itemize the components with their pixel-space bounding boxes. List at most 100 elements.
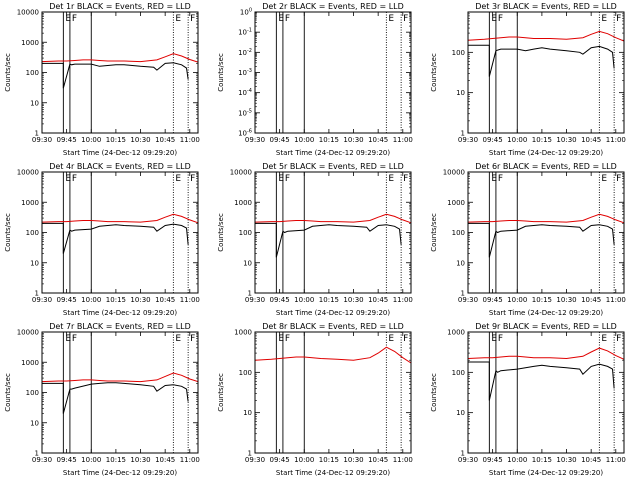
plot-frame <box>467 331 625 454</box>
x-tick-label: 11:00 <box>393 296 413 304</box>
y-axis-label: Counts/sec <box>430 213 438 252</box>
x-tick-label: 10:00 <box>507 456 527 464</box>
x-tick-label: 10:00 <box>294 456 314 464</box>
marker-label: E <box>388 14 394 24</box>
chart-svg: Det 3r BLACK = Events, RED = LLD Counts/s… <box>430 2 626 157</box>
x-tick-label: 09:30 <box>32 456 52 464</box>
x-tick-label: 09:45 <box>57 296 77 304</box>
marker-label: F <box>498 174 503 184</box>
y-tick-label: 10000 <box>230 169 252 177</box>
x-tick-label: 10:30 <box>556 296 576 304</box>
y-tick-label: 10-5 <box>238 108 252 117</box>
chart-svg: Det 7r BLACK = Events, RED = LLD Counts/s… <box>4 322 200 477</box>
chart-svg: Det 4r BLACK = Events, RED = LLD Counts/s… <box>4 162 200 317</box>
y-axis-label: Counts/sec <box>430 53 438 92</box>
marker-label: F <box>285 174 290 184</box>
chart-title: Det 7r BLACK = Events, RED = LLD <box>49 322 191 331</box>
events-series-line <box>42 222 189 254</box>
x-axis-label: Start Time (24-Dec-12 09:29:20) <box>276 149 390 157</box>
chart-svg: Det 1r BLACK = Events, RED = LLD Counts/s… <box>4 2 200 157</box>
x-tick-label: 10:15 <box>532 296 552 304</box>
y-tick-label: 10 <box>456 409 465 417</box>
y-tick-label: 1 <box>35 290 39 298</box>
marker-label: E <box>65 14 71 24</box>
x-tick-label: 10:15 <box>106 296 126 304</box>
x-tick-label: 10:00 <box>507 136 527 144</box>
x-tick-label: 10:45 <box>581 296 601 304</box>
detector-chart-panel: Det 6r BLACK = Events, RED = LLD Counts/s… <box>426 160 639 320</box>
marker-label: F <box>616 174 621 184</box>
marker-label: E <box>65 334 71 344</box>
x-tick-label: 09:45 <box>483 456 503 464</box>
x-tick-label: 11:00 <box>180 296 200 304</box>
x-tick-label: 10:00 <box>294 136 314 144</box>
chart-title: Det 9r BLACK = Events, RED = LLD <box>475 322 617 331</box>
x-tick-label: 10:15 <box>106 136 126 144</box>
x-tick-label: 10:30 <box>343 136 363 144</box>
lld-series-line <box>467 347 625 360</box>
lld-series-line <box>41 213 199 224</box>
events-series-line <box>255 222 402 258</box>
y-axis-label: Counts/sec <box>217 373 225 412</box>
chart-title: Det 1r BLACK = Events, RED = LLD <box>49 2 191 11</box>
x-tick-label: 11:00 <box>180 136 200 144</box>
marker-label: F <box>190 174 195 184</box>
marker-label: F <box>616 14 621 24</box>
x-tick-label: 10:30 <box>343 456 363 464</box>
chart-title: Det 4r BLACK = Events, RED = LLD <box>49 162 191 171</box>
chart-title: Det 8r BLACK = Events, RED = LLD <box>262 322 404 331</box>
y-tick-label: 1 <box>35 130 39 138</box>
x-tick-label: 09:45 <box>483 296 503 304</box>
marker-label: E <box>601 334 607 344</box>
x-tick-label: 10:15 <box>319 456 339 464</box>
y-tick-label: 10-2 <box>238 48 252 57</box>
marker-label: E <box>65 174 71 184</box>
x-tick-label: 11:00 <box>606 136 626 144</box>
y-tick-label: 10 <box>456 259 465 267</box>
chart-title: Det 6r BLACK = Events, RED = LLD <box>475 162 617 171</box>
x-tick-label: 10:30 <box>343 296 363 304</box>
y-tick-label: 10 <box>30 259 39 267</box>
x-tick-label: 09:45 <box>57 136 77 144</box>
marker-label: F <box>190 14 195 24</box>
marker-label: E <box>491 174 497 184</box>
y-axis-label: Counts/sec <box>4 373 12 412</box>
x-axis-label: Start Time (24-Dec-12 09:29:20) <box>276 469 390 477</box>
x-tick-label: 10:00 <box>81 136 101 144</box>
x-tick-label: 11:00 <box>393 456 413 464</box>
x-tick-label: 09:30 <box>245 296 265 304</box>
lld-series-line <box>467 213 625 224</box>
x-axis-label: Start Time (24-Dec-12 09:29:20) <box>489 469 603 477</box>
x-tick-label: 10:15 <box>532 456 552 464</box>
marker-label: F <box>72 334 77 344</box>
marker-label: F <box>72 14 77 24</box>
marker-label: E <box>278 14 284 24</box>
events-series-line <box>468 44 615 77</box>
plot-frame <box>254 171 412 294</box>
x-axis-label: Start Time (24-Dec-12 09:29:20) <box>63 309 177 317</box>
y-tick-label: 10-3 <box>238 68 252 77</box>
chart-svg: Det 8r BLACK = Events, RED = LLD Counts/s… <box>217 322 413 477</box>
y-tick-label: 1 <box>461 130 465 138</box>
x-tick-label: 10:00 <box>81 456 101 464</box>
x-axis-label: Start Time (24-Dec-12 09:29:20) <box>489 149 603 157</box>
plot-frame <box>41 331 199 454</box>
y-tick-label: 10-4 <box>238 88 252 97</box>
chart-title: Det 5r BLACK = Events, RED = LLD <box>262 162 404 171</box>
x-tick-label: 10:15 <box>532 136 552 144</box>
y-tick-label: 10000 <box>17 329 39 337</box>
marker-label: E <box>278 334 284 344</box>
events-series-line <box>468 222 615 258</box>
x-axis-label: Start Time (24-Dec-12 09:29:20) <box>276 309 390 317</box>
x-tick-label: 10:30 <box>130 136 150 144</box>
x-tick-label: 11:00 <box>393 136 413 144</box>
y-tick-label: 1000 <box>21 39 39 47</box>
y-tick-label: 100 <box>452 229 465 237</box>
marker-label: E <box>175 14 181 24</box>
plot-frame <box>254 331 412 454</box>
y-tick-label: 1 <box>248 290 252 298</box>
x-tick-label: 09:30 <box>245 136 265 144</box>
y-tick-label: 1 <box>248 450 252 458</box>
y-tick-label: 100 <box>239 229 252 237</box>
y-tick-label: 100 <box>26 69 39 77</box>
